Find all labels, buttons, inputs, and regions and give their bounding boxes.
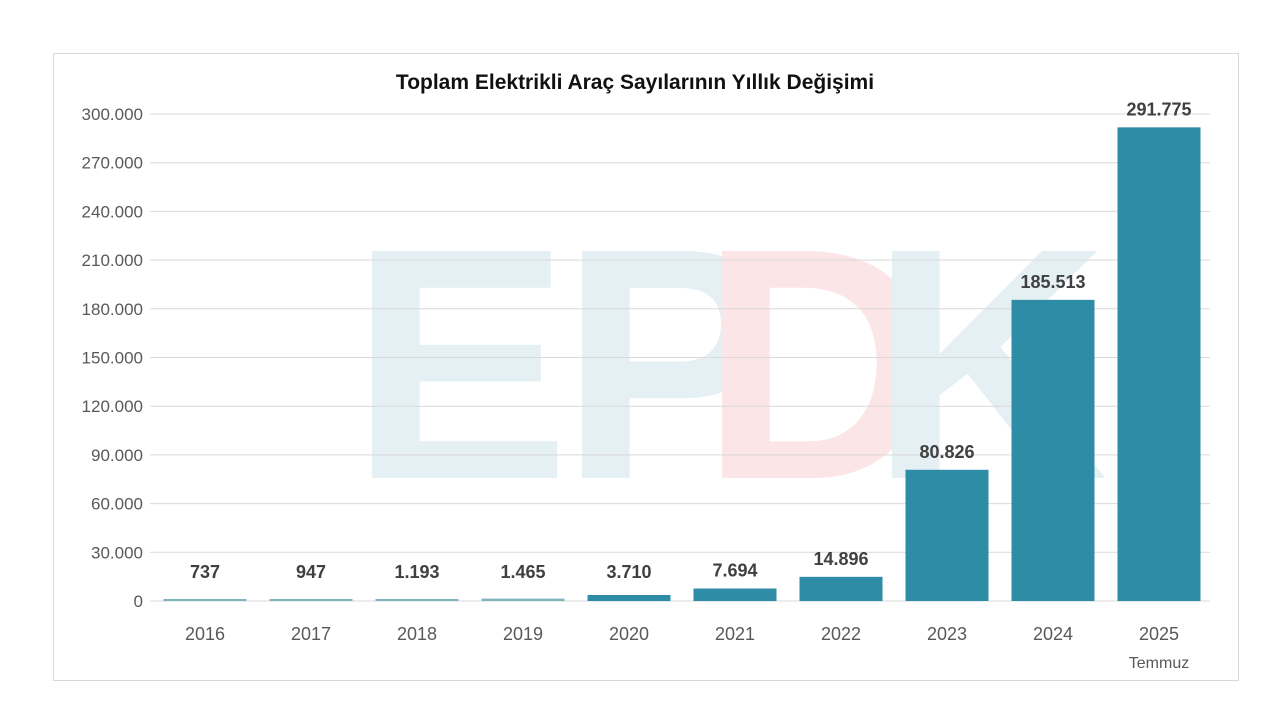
x-tick-label: 2018 xyxy=(397,624,437,644)
y-tick-label: 60.000 xyxy=(91,495,143,514)
x-tick-sublabel: Temmuz xyxy=(1129,655,1189,672)
x-tick-label: 2022 xyxy=(821,624,861,644)
bar-2025 xyxy=(1117,127,1201,601)
data-label: 291.775 xyxy=(1126,99,1191,119)
x-tick-label: 2021 xyxy=(715,624,755,644)
data-label: 80.826 xyxy=(919,442,974,462)
svg-text:D: D xyxy=(700,179,938,548)
bar-2018 xyxy=(375,599,459,601)
y-tick-label: 240.000 xyxy=(82,202,143,221)
bar-2022 xyxy=(799,576,883,601)
data-label: 947 xyxy=(296,562,326,582)
bar-2023 xyxy=(905,469,989,601)
x-tick-label: 2016 xyxy=(185,624,225,644)
chart-frame xyxy=(53,53,1239,681)
bar-2016 xyxy=(163,599,247,601)
data-label: 1.465 xyxy=(500,562,545,582)
x-tick-label: 2025 xyxy=(1139,624,1179,644)
y-tick-label: 120.000 xyxy=(82,397,143,416)
y-tick-label: 180.000 xyxy=(82,300,143,319)
y-tick-label: 90.000 xyxy=(91,446,143,465)
y-tick-label: 0 xyxy=(134,592,143,611)
data-label: 14.896 xyxy=(813,549,868,569)
data-label: 3.710 xyxy=(606,562,651,582)
x-tick-label: 2023 xyxy=(927,624,967,644)
y-tick-label: 150.000 xyxy=(82,349,143,368)
y-tick-label: 270.000 xyxy=(82,154,143,173)
bar-2020 xyxy=(587,594,671,601)
bar-2024 xyxy=(1011,299,1095,601)
data-label: 185.513 xyxy=(1020,272,1085,292)
x-tick-label: 2019 xyxy=(503,624,543,644)
data-label: 7.694 xyxy=(712,561,757,581)
x-tick-label: 2024 xyxy=(1033,624,1073,644)
x-tick-label: 2020 xyxy=(609,624,649,644)
x-tick-label: 2017 xyxy=(291,624,331,644)
y-tick-label: 30.000 xyxy=(91,543,143,562)
svg-text:E: E xyxy=(350,179,570,548)
y-tick-label: 210.000 xyxy=(82,251,143,270)
watermark-logo: E P D K xyxy=(350,179,1108,548)
y-tick-label: 300.000 xyxy=(82,105,143,124)
bar-2017 xyxy=(269,599,353,601)
svg-text:P: P xyxy=(560,179,780,548)
chart-title: Toplam Elektrikli Araç Sayılarının Yıllı… xyxy=(396,71,874,94)
bar-2019 xyxy=(481,598,565,601)
data-label: 1.193 xyxy=(394,562,439,582)
data-label: 737 xyxy=(190,562,220,582)
bar-2021 xyxy=(693,588,777,601)
